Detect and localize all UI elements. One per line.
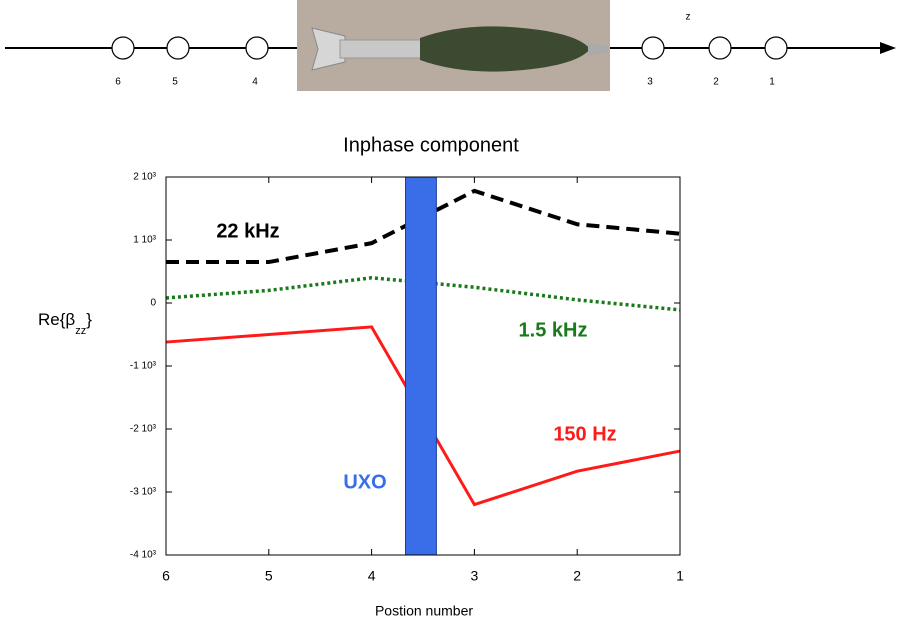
node	[641, 36, 665, 60]
x-tick-label: 4	[368, 568, 376, 584]
node-label: 5	[172, 77, 178, 88]
y-label-close: }	[86, 310, 92, 329]
fins	[311, 27, 346, 71]
chart-title: Inphase component	[343, 134, 519, 156]
y-tick-label: -2 10³	[130, 424, 157, 435]
arrow-head	[880, 42, 896, 54]
x-tick-label: 1	[676, 568, 684, 584]
series-label: 150 Hz	[553, 423, 616, 445]
plot-frame	[165, 176, 681, 556]
series-label: 22 kHz	[216, 220, 279, 242]
node	[708, 36, 732, 60]
x-axis-label: Postion number	[375, 603, 473, 619]
node	[166, 36, 190, 60]
node-label: 2	[713, 77, 719, 88]
x-tick-label: 6	[162, 568, 170, 584]
node	[764, 36, 788, 60]
series-label: 1.5 kHz	[519, 319, 588, 341]
axis-label: z	[686, 12, 691, 23]
y-tick-label: 2 10³	[133, 172, 156, 183]
fuze	[588, 42, 608, 56]
node	[111, 36, 135, 60]
uxo-photo	[297, 0, 610, 91]
node-label: 1	[769, 77, 775, 88]
x-tick-label: 3	[471, 568, 479, 584]
y-tick-label: 0	[150, 298, 156, 309]
x-tick-label: 2	[573, 568, 581, 584]
x-tick-label: 5	[265, 568, 273, 584]
y-label-main: Re{β	[38, 310, 75, 329]
body	[420, 26, 590, 72]
y-axis-label: Re{βzz}	[38, 310, 92, 336]
node-label: 3	[647, 77, 653, 88]
y-tick-label: -4 10³	[130, 550, 157, 561]
uxo-band	[405, 176, 437, 556]
y-tick-label: -3 10³	[130, 487, 157, 498]
y-tick-label: 1 10³	[133, 235, 156, 246]
band-label: UXO	[343, 471, 386, 493]
y-label-subscript: zz	[75, 325, 86, 337]
y-tick-label: -1 10³	[130, 361, 157, 372]
node	[245, 36, 269, 60]
tail	[339, 39, 426, 59]
node-label: 4	[252, 77, 258, 88]
node-label: 6	[115, 77, 121, 88]
diagram: z	[5, 0, 896, 91]
